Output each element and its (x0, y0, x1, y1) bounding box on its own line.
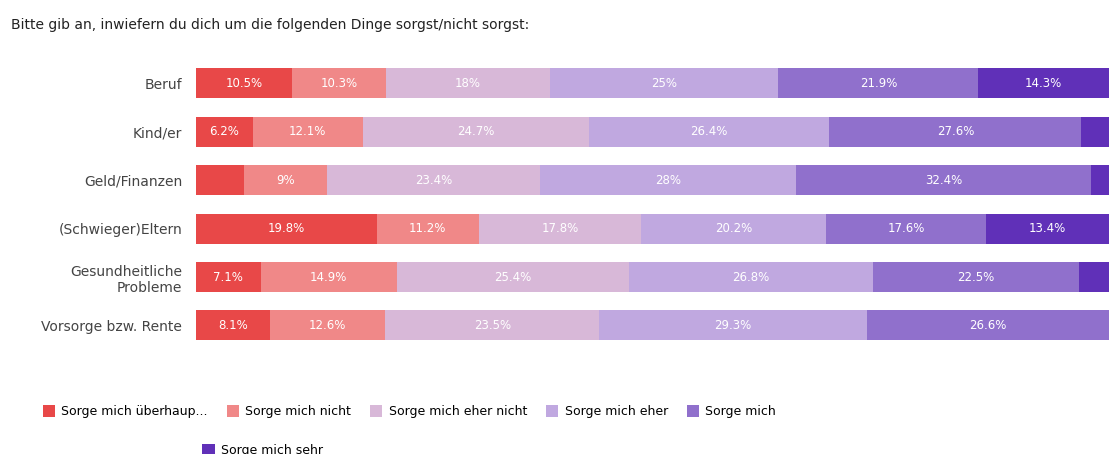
Bar (588, 117, 830, 147)
Text: 22.5%: 22.5% (958, 271, 995, 283)
Text: 23.5%: 23.5% (474, 319, 511, 332)
Text: 14.9%: 14.9% (310, 271, 347, 283)
Bar (196, 213, 376, 243)
Bar (253, 117, 363, 147)
Text: 10.5%: 10.5% (225, 77, 262, 89)
Bar (196, 68, 292, 98)
Bar (550, 68, 778, 98)
Text: 23.4%: 23.4% (414, 173, 452, 187)
Bar (778, 68, 978, 98)
Bar (196, 117, 253, 147)
Bar (479, 213, 642, 243)
Bar (376, 213, 479, 243)
Text: 8.1%: 8.1% (218, 319, 248, 332)
Bar (363, 117, 588, 147)
Bar (987, 213, 1109, 243)
Bar (327, 165, 540, 195)
Text: 27.6%: 27.6% (936, 125, 974, 138)
Text: 12.6%: 12.6% (309, 319, 346, 332)
Bar (244, 165, 327, 195)
Bar (874, 262, 1079, 292)
Text: 12.1%: 12.1% (289, 125, 327, 138)
Bar (795, 165, 1092, 195)
Bar (978, 68, 1109, 98)
Text: 11.2%: 11.2% (409, 222, 447, 235)
Text: 17.8%: 17.8% (542, 222, 579, 235)
Bar (196, 165, 244, 195)
Text: 7.1%: 7.1% (214, 271, 243, 283)
Text: 13.4%: 13.4% (1029, 222, 1066, 235)
Bar (261, 262, 396, 292)
Bar (270, 311, 385, 340)
Bar (196, 311, 270, 340)
Bar (1079, 262, 1109, 292)
Bar (642, 213, 825, 243)
Text: 29.3%: 29.3% (715, 319, 752, 332)
Bar (628, 262, 874, 292)
Legend: Sorge mich sehr: Sorge mich sehr (203, 444, 323, 454)
Bar (540, 165, 795, 195)
Bar (1092, 165, 1109, 195)
Text: 26.6%: 26.6% (970, 319, 1007, 332)
Text: 26.4%: 26.4% (690, 125, 728, 138)
Text: 26.8%: 26.8% (732, 271, 769, 283)
Text: 18%: 18% (455, 77, 480, 89)
Text: 25.4%: 25.4% (494, 271, 531, 283)
Text: 20.2%: 20.2% (715, 222, 753, 235)
Text: 19.8%: 19.8% (268, 222, 305, 235)
Text: 24.7%: 24.7% (457, 125, 494, 138)
Bar (196, 262, 261, 292)
Text: 28%: 28% (655, 173, 681, 187)
Text: 10.3%: 10.3% (320, 77, 357, 89)
Text: 17.6%: 17.6% (887, 222, 925, 235)
Text: 21.9%: 21.9% (860, 77, 897, 89)
Bar (292, 68, 386, 98)
Text: 14.3%: 14.3% (1025, 77, 1062, 89)
Bar (830, 117, 1082, 147)
Text: 32.4%: 32.4% (925, 173, 962, 187)
Text: 6.2%: 6.2% (209, 125, 240, 138)
Bar (385, 311, 599, 340)
Text: Bitte gib an, inwiefern du dich um die folgenden Dinge sorgst/nicht sorgst:: Bitte gib an, inwiefern du dich um die f… (11, 18, 530, 32)
Bar (396, 262, 628, 292)
Bar (599, 311, 867, 340)
Bar (1082, 117, 1109, 147)
Text: 9%: 9% (277, 173, 295, 187)
Text: 25%: 25% (651, 77, 678, 89)
Bar (825, 213, 987, 243)
Bar (867, 311, 1110, 340)
Bar (386, 68, 550, 98)
